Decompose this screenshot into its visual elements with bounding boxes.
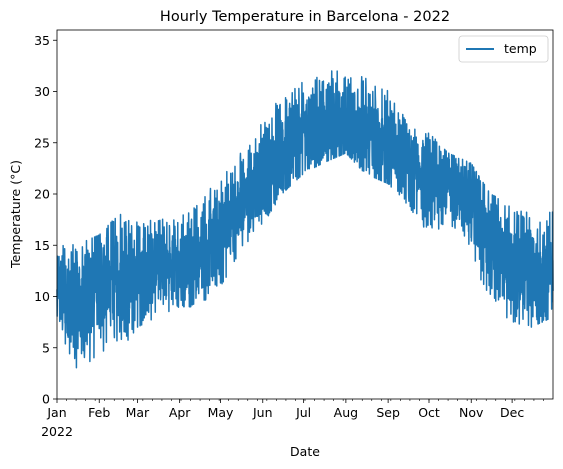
x-axis-label: Date [290,444,320,459]
legend-label-temp: temp [504,41,537,56]
y-tick-label: 25 [34,135,50,150]
x-tick-label: Sep [376,405,400,420]
x-tick-label: May [208,405,234,420]
x-tick-label: Feb [88,405,110,420]
x-tick-label: Oct [418,405,440,420]
y-tick-label: 10 [34,289,50,304]
year-label: 2022 [41,424,73,439]
y-tick-label: 5 [42,340,50,355]
series-line-temp [56,70,554,369]
y-tick-label: 30 [34,84,50,99]
y-axis-label: Temperature (°C) [8,160,23,269]
x-tick-label: Mar [126,405,150,420]
x-tick-label: Apr [169,405,191,420]
chart-title: Hourly Temperature in Barcelona - 2022 [160,9,450,25]
y-tick-label: 35 [34,33,50,48]
x-tick-label: Jan [46,405,66,420]
series-layer [56,70,554,369]
y-tick-label: 0 [42,392,50,407]
x-tick-label: Jun [252,405,273,420]
legend-box [458,35,549,63]
plot-area [56,70,554,369]
plot-frame [56,29,554,400]
y-tick-label: 15 [34,238,50,253]
x-tick-label: Jul [295,405,311,420]
legend: temp [458,35,549,63]
x-tick-label: Dec [500,405,524,420]
y-tick-label: 20 [34,187,50,202]
y-axis-ticks: 0 5 10 15 20 25 30 35 [34,33,57,407]
x-tick-label: Aug [334,405,358,420]
x-axis-ticks: Jan Feb Mar Apr May Jun Jul Aug Sep Oct Nov Dec [46,399,544,420]
x-tick-label: Nov [459,405,484,420]
